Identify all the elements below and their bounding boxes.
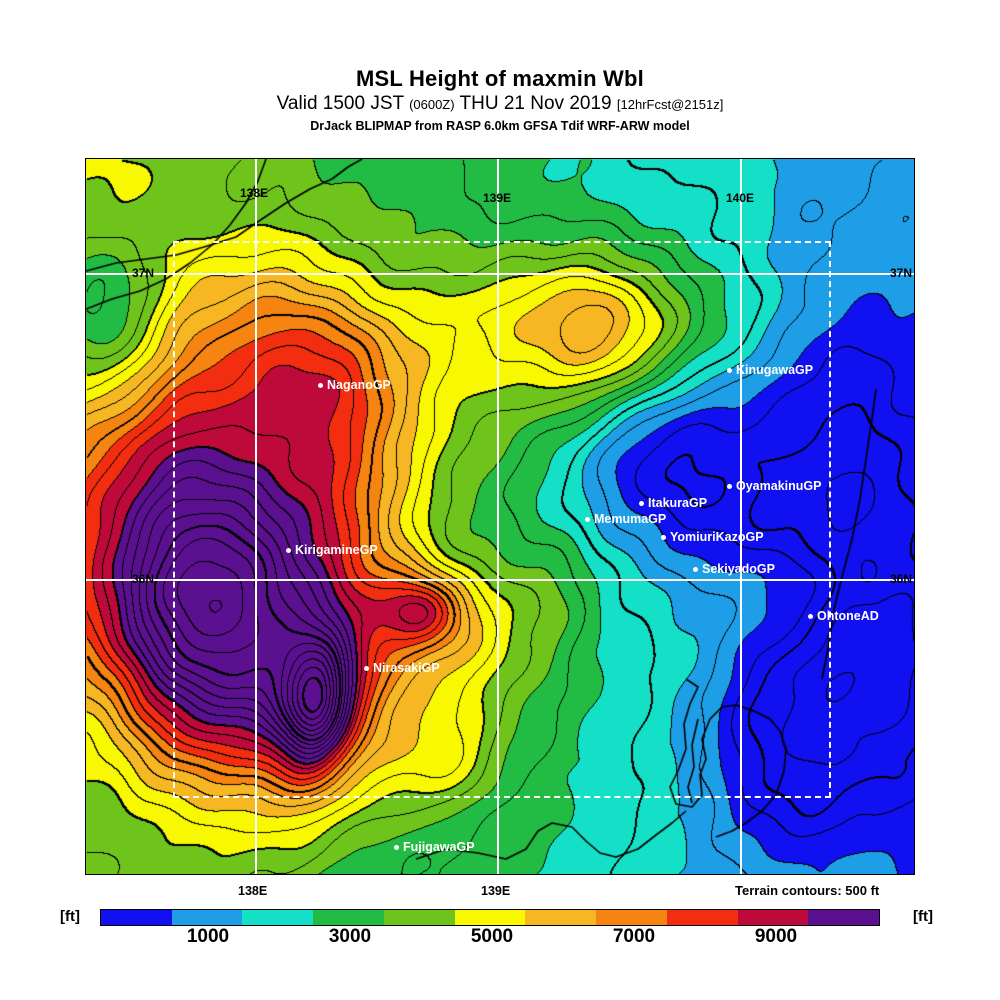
station-label: MemumaGP (594, 512, 667, 526)
station-label: SekiyadoGP (702, 562, 775, 576)
station-marker-icon (808, 613, 813, 619)
valid-time-prefix: Valid 1500 JST (276, 93, 410, 114)
map-lat-label-36n-right: 36N (890, 572, 913, 586)
station-nirasakigp[interactable]: NirasakiGP (364, 662, 440, 674)
station-ohtonead[interactable]: OhtoneAD (808, 610, 879, 622)
gridline-lon-140e (740, 159, 742, 874)
station-marker-icon (585, 516, 590, 522)
station-marker-icon (286, 547, 291, 553)
colorbar-unit-left: [ft] (60, 908, 80, 925)
terrain-contour-note: Terrain contours: 500 ft (735, 883, 880, 898)
station-marker-icon (661, 534, 666, 540)
model-source-line: DrJack BLIPMAP from RASP 6.0km GFSA Tdif… (310, 119, 690, 133)
colorbar-tick-3000: 3000 (328, 926, 372, 947)
forecast-domain-box (173, 241, 831, 798)
station-marker-icon (364, 665, 369, 671)
colorbar-tick-5000: 5000 (470, 926, 514, 947)
station-sekiyadogp[interactable]: SekiyadoGP (693, 563, 775, 575)
colorbar[interactable] (100, 909, 880, 926)
map-lat-label-37n-left: 37N (132, 266, 155, 280)
station-oyamakinugp[interactable]: OyamakinuGP (727, 480, 821, 492)
gridline-lat-36n (86, 579, 914, 581)
page-title: MSL Height of maxmin Wbl (356, 66, 644, 91)
map-lon-label-139e-top: 139E (483, 191, 512, 205)
title-block: MSL Height of maxmin Wbl Valid 1500 JST … (0, 66, 1000, 135)
gridline-lon-139e (497, 159, 499, 874)
gridline-lat-37n (86, 273, 914, 275)
colorbar-swatch-5 (454, 910, 526, 925)
colorbar-tick-1000: 1000 (186, 926, 230, 947)
map-lon-label-138e-top: 138E (240, 186, 269, 200)
weather-map[interactable] (85, 158, 915, 875)
colorbar-swatch-10 (808, 910, 880, 925)
axis-lon-label-139e-bottom: 139E (481, 884, 511, 898)
valid-time-utc: (0600Z) (409, 97, 455, 112)
map-raster-layer (86, 159, 914, 874)
valid-time-suffix: THU 21 Nov 2019 (454, 93, 617, 114)
station-fujigawagp[interactable]: FujigawaGP (394, 841, 475, 853)
valid-time-line: Valid 1500 JST (0600Z) THU 21 Nov 2019 [… (0, 92, 1000, 117)
colorbar-swatch-6 (525, 910, 597, 925)
colorbar-swatch-4 (383, 910, 455, 925)
colorbar-swatch-0 (101, 910, 172, 925)
station-kirigaminegp[interactable]: KirigamineGP (286, 544, 378, 556)
station-marker-icon (394, 844, 399, 850)
station-kinugawagp[interactable]: KinugawaGP (727, 364, 813, 376)
station-marker-icon (727, 483, 732, 489)
station-itakuragp[interactable]: ItakuraGP (639, 497, 707, 509)
station-marker-icon (318, 382, 323, 388)
colorbar-unit-right: [ft] (913, 908, 933, 925)
map-lat-label-37n-right: 37N (890, 266, 913, 280)
station-memumagp[interactable]: MemumaGP (585, 513, 666, 525)
colorbar-tick-9000: 9000 (754, 926, 798, 947)
gridline-lon-138e (255, 159, 257, 874)
axis-lon-label-138e-bottom: 138E (238, 884, 268, 898)
colorbar-swatch-2 (242, 910, 314, 925)
colorbar-swatch-1 (171, 910, 243, 925)
station-label: FujigawaGP (403, 840, 475, 854)
station-label: KinugawaGP (736, 363, 814, 377)
station-marker-icon (639, 500, 644, 506)
forecast-tag: [12hrFcst@2151z] (616, 97, 724, 112)
map-lat-label-36n-left: 36N (132, 572, 155, 586)
colorbar-tick-7000: 7000 (612, 926, 656, 947)
station-label: OyamakinuGP (736, 479, 822, 493)
colorbar-swatch-7 (596, 910, 667, 925)
colorbar-swatch-3 (313, 910, 384, 925)
colorbar-swatch-8 (666, 910, 738, 925)
station-label: ItakuraGP (648, 496, 708, 510)
station-label: YomiuriKazoGP (670, 530, 764, 544)
station-marker-icon (727, 367, 732, 373)
station-label: NaganoGP (327, 378, 391, 392)
station-label: KirigamineGP (295, 543, 378, 557)
station-naganogp[interactable]: NaganoGP (318, 379, 391, 391)
map-lon-label-140e-top: 140E (726, 191, 755, 205)
station-marker-icon (693, 566, 698, 572)
station-label: OhtoneAD (817, 609, 879, 623)
colorbar-swatch-9 (737, 910, 809, 925)
station-label: NirasakiGP (373, 661, 440, 675)
station-yomiurikazogp[interactable]: YomiuriKazoGP (661, 531, 764, 543)
